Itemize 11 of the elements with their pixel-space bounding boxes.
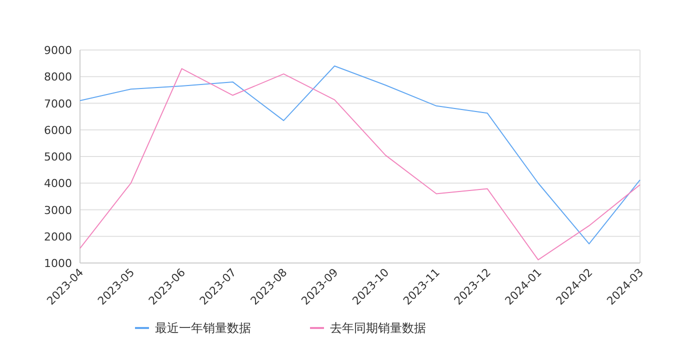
y-tick-label: 7000 <box>44 97 72 110</box>
y-tick-label: 4000 <box>44 177 72 190</box>
legend-label: 去年同期销量数据 <box>330 321 426 335</box>
y-tick-label: 6000 <box>44 124 72 137</box>
y-tick-label: 1000 <box>44 257 72 270</box>
y-tick-label: 2000 <box>44 230 72 244</box>
y-tick-label: 9000 <box>44 44 72 57</box>
y-tick-label: 3000 <box>44 204 72 217</box>
y-tick-label: 8000 <box>44 70 72 84</box>
legend-label: 最近一年销量数据 <box>155 321 251 335</box>
y-tick-label: 5000 <box>44 150 72 164</box>
